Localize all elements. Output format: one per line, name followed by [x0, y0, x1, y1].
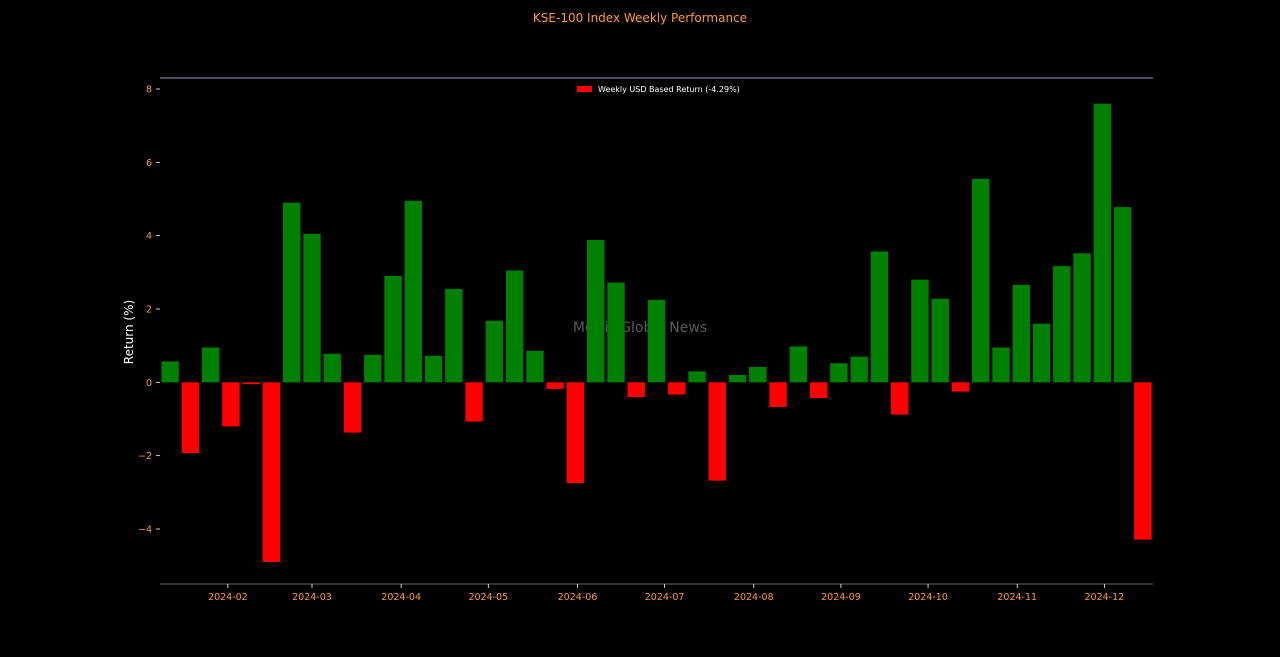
- bar: [384, 276, 402, 383]
- bar: [1113, 207, 1132, 383]
- x-tick-label: 2024-04: [381, 592, 421, 603]
- bar: [850, 356, 868, 383]
- y-tick-label: 8: [146, 85, 152, 96]
- y-tick-label: −4: [138, 525, 152, 536]
- bars-group: [161, 103, 1152, 562]
- bar: [424, 355, 443, 383]
- y-axis: −4 −2 0 2 4 6 8: [138, 85, 160, 536]
- x-tick-label: 2024-07: [645, 592, 685, 603]
- bar: [201, 347, 220, 383]
- bar: [505, 270, 524, 383]
- bar: [242, 382, 260, 385]
- bar: [1093, 103, 1112, 383]
- bar: [749, 366, 767, 383]
- bar: [627, 382, 645, 397]
- bar: [343, 382, 362, 433]
- bar: [830, 363, 848, 383]
- x-tick-label: 2024-05: [468, 592, 508, 603]
- bar: [404, 200, 423, 383]
- chart-title: KSE-100 Index Weekly Performance: [533, 11, 747, 25]
- x-tick-label: 2024-03: [292, 592, 332, 603]
- bar: [586, 240, 605, 383]
- x-tick-label: 2024-10: [908, 592, 948, 603]
- y-tick-label: 2: [146, 305, 152, 316]
- bar: [972, 178, 990, 383]
- bar: [445, 288, 463, 383]
- bar: [992, 347, 1010, 383]
- bar: [465, 382, 483, 422]
- bar: [607, 282, 625, 383]
- bar: [728, 375, 747, 383]
- bar: [708, 382, 727, 481]
- x-tick-label: 2024-06: [558, 592, 598, 603]
- bar: [1012, 284, 1030, 383]
- x-tick-label: 2024-09: [821, 592, 861, 603]
- bar: [870, 251, 889, 383]
- bar: [668, 382, 686, 395]
- bar: [688, 371, 706, 383]
- bar: [1134, 382, 1152, 540]
- bar: [951, 382, 970, 392]
- y-axis-label: Return (%): [122, 300, 136, 364]
- bar: [485, 320, 504, 383]
- legend: Weekly USD Based Return (-4.29%): [577, 85, 740, 94]
- bar: [911, 279, 929, 383]
- legend-label: Weekly USD Based Return (-4.29%): [598, 85, 740, 94]
- bar: [931, 298, 949, 383]
- x-tick-label: 2024-08: [734, 592, 774, 603]
- bar: [526, 350, 544, 383]
- bar: [1053, 266, 1071, 383]
- bar: [303, 233, 321, 383]
- bar: [283, 202, 301, 383]
- bar: [161, 361, 179, 383]
- bar: [890, 382, 909, 415]
- bar: [809, 382, 828, 399]
- x-axis: 2024-02 2024-03 2024-04 2024-05 2024-06 2024-…: [208, 584, 1124, 603]
- y-tick-label: 0: [146, 378, 152, 389]
- bar: [1073, 253, 1091, 383]
- y-tick-label: 4: [146, 231, 152, 242]
- y-tick-label: −2: [138, 451, 152, 462]
- x-tick-label: 2024-12: [1085, 592, 1125, 603]
- bar: [769, 382, 787, 407]
- bar: [262, 382, 281, 562]
- bar: [364, 354, 382, 383]
- watermark: Mettis Global News: [573, 320, 707, 336]
- y-tick-label: 6: [146, 158, 152, 169]
- x-tick-label: 2024-02: [208, 592, 248, 603]
- x-tick-label: 2024-11: [997, 592, 1037, 603]
- bar: [647, 299, 666, 383]
- legend-swatch: [577, 86, 592, 92]
- bar: [566, 382, 585, 484]
- bar: [789, 346, 808, 383]
- bar: [181, 382, 200, 454]
- bar: [323, 353, 341, 383]
- bar: [546, 382, 564, 389]
- bar: [1032, 323, 1051, 383]
- bar: [222, 382, 240, 427]
